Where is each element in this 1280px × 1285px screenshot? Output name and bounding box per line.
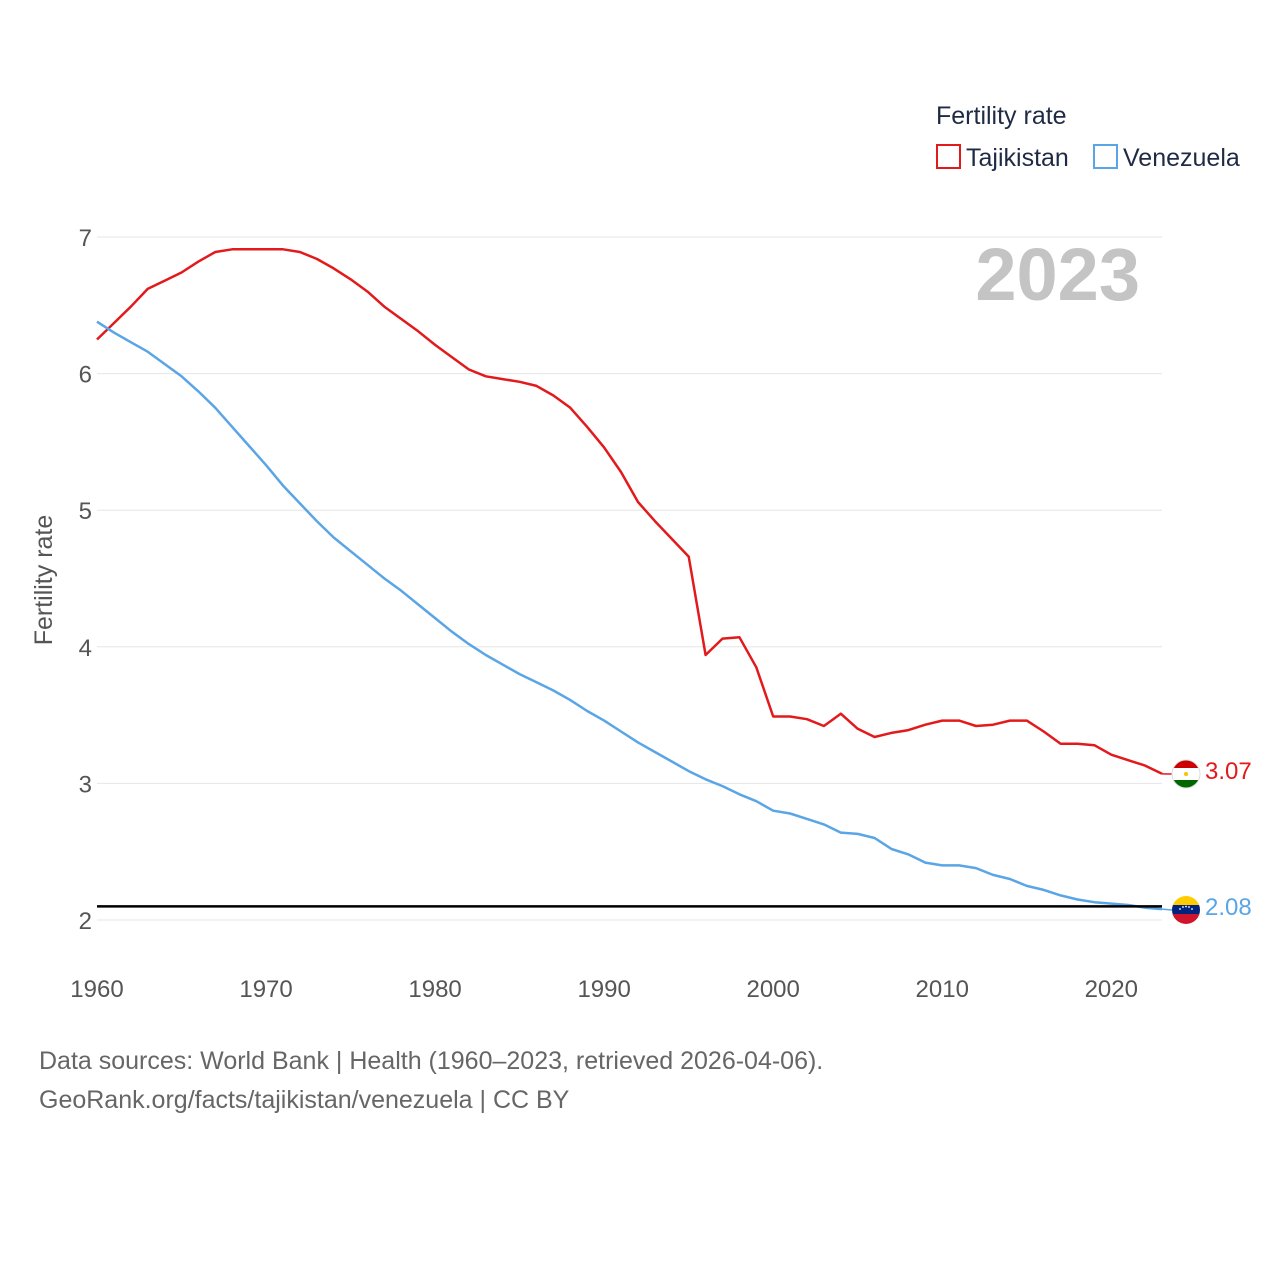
y-axis-label: Fertility rate (30, 515, 58, 646)
x-axis-ticks: 1960 1970 1980 1990 2000 2010 2020 (70, 976, 1138, 1003)
y-axis-ticks: 2 3 4 5 6 7 (79, 225, 92, 935)
x-tick-label: 1990 (577, 976, 630, 1003)
series-lines (97, 249, 1172, 910)
series-line-tajikistan[interactable] (97, 249, 1162, 774)
attribution-link[interactable]: GeoRank.org/facts/tajikistan/venezuela |… (39, 1086, 570, 1114)
x-tick-label: 1970 (239, 976, 292, 1003)
y-tick-label: 6 (79, 362, 92, 389)
x-tick-label: 1960 (70, 976, 123, 1003)
legend: Fertility rate Tajikistan Venezuela (936, 102, 1240, 172)
legend-title: Fertility rate (936, 102, 1067, 130)
year-watermark: 2023 (975, 233, 1140, 316)
y-tick-label: 3 (79, 771, 92, 798)
x-tick-label: 2020 (1085, 976, 1138, 1003)
series-end-connector (1162, 909, 1172, 910)
x-tick-label: 2010 (916, 976, 969, 1003)
legend-swatch-venezuela[interactable] (1094, 145, 1117, 168)
legend-label-venezuela[interactable]: Venezuela (1123, 144, 1240, 172)
y-tick-label: 5 (79, 498, 92, 525)
venezuela-flag-icon (1172, 896, 1200, 924)
series-line-venezuela[interactable] (97, 322, 1162, 909)
tajikistan-end-value: 3.07 (1205, 758, 1252, 785)
venezuela-end-value: 2.08 (1205, 894, 1252, 921)
y-tick-label: 4 (79, 635, 92, 662)
y-tick-label: 7 (79, 225, 92, 252)
legend-label-tajikistan[interactable]: Tajikistan (966, 144, 1069, 172)
x-tick-label: 2000 (746, 976, 799, 1003)
y-tick-label: 2 (79, 908, 92, 935)
legend-swatch-tajikistan[interactable] (937, 145, 960, 168)
gridlines (97, 237, 1162, 920)
data-source-text: Data sources: World Bank | Health (1960–… (39, 1047, 823, 1075)
x-tick-label: 1980 (408, 976, 461, 1003)
